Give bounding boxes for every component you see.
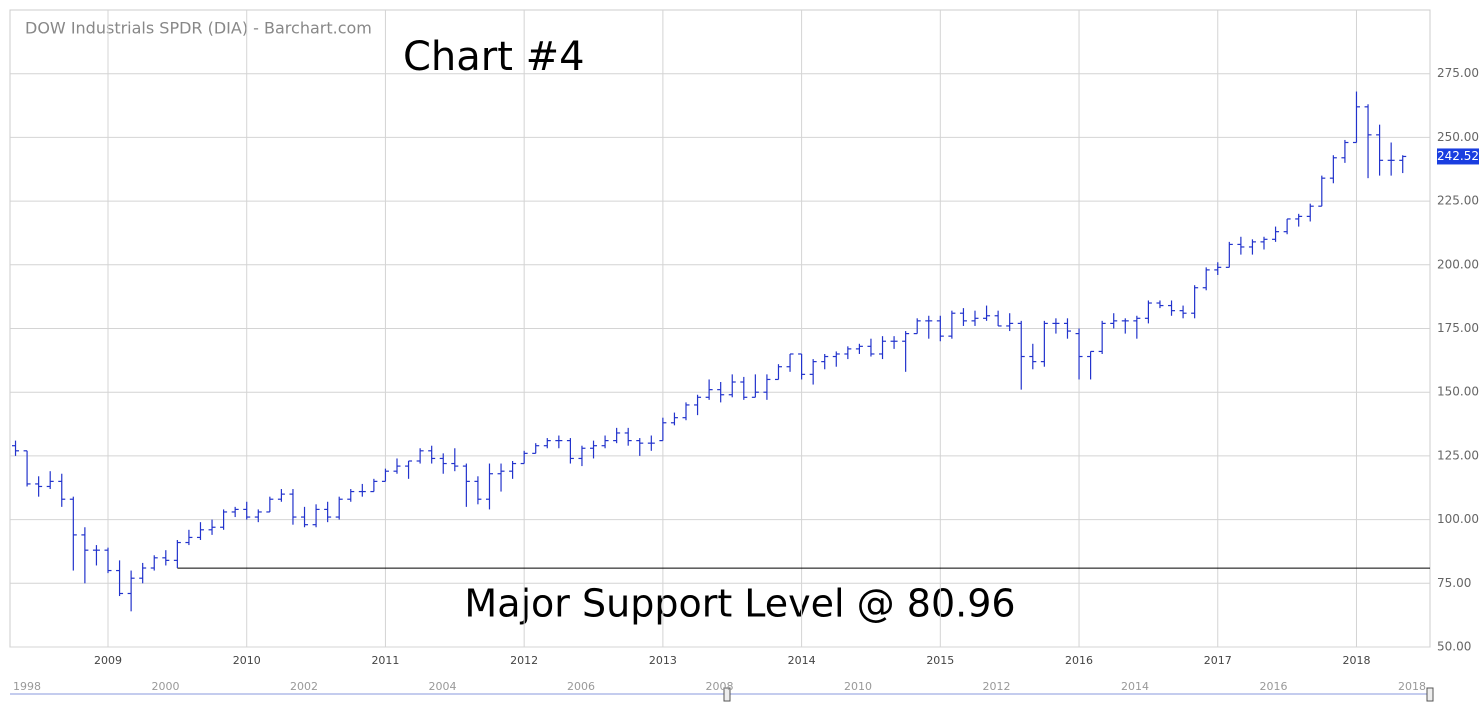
x-tick-label: 2016 (1065, 654, 1093, 667)
y-tick-label: 50.00 (1437, 640, 1471, 654)
navigator-label: 2016 (1260, 680, 1288, 693)
x-tick-label: 2009 (94, 654, 122, 667)
y-tick-label: 275.00 (1437, 66, 1479, 80)
navigator-handle[interactable] (1426, 687, 1434, 702)
y-tick-label: 150.00 (1437, 385, 1479, 399)
navigator-label: 2018 (1398, 680, 1426, 693)
y-tick-label: 250.00 (1437, 130, 1479, 144)
annotation: Chart #4 (403, 34, 585, 80)
last-price-label: 242.52 (1437, 149, 1479, 163)
navigator[interactable] (10, 679, 1430, 695)
x-tick-label: 2011 (371, 654, 399, 667)
navigator-label: 2010 (844, 680, 872, 693)
navigator-label: 2004 (429, 680, 457, 693)
y-tick-label: 100.00 (1437, 512, 1479, 526)
y-tick-label: 125.00 (1437, 448, 1479, 462)
y-tick-label: 200.00 (1437, 257, 1479, 271)
x-tick-label: 2013 (649, 654, 677, 667)
x-tick-label: 2015 (926, 654, 954, 667)
x-tick-label: 2014 (788, 654, 816, 667)
navigator-label: 2012 (983, 680, 1011, 693)
support-label: Major Support Level @ 80.96 (464, 582, 1015, 626)
y-tick-label: 175.00 (1437, 321, 1479, 335)
navigator-label: 2008 (706, 680, 734, 693)
x-tick-label: 2017 (1204, 654, 1232, 667)
navigator-label: 2002 (290, 680, 318, 693)
y-tick-label: 225.00 (1437, 194, 1479, 208)
x-tick-label: 2018 (1342, 654, 1370, 667)
navigator-label: 2000 (152, 680, 180, 693)
navigator-label: 2014 (1121, 680, 1149, 693)
x-tick-label: 2010 (233, 654, 261, 667)
x-tick-label: 2012 (510, 654, 538, 667)
navigator-label: 1998 (13, 680, 41, 693)
navigator-handle[interactable] (723, 687, 731, 702)
y-tick-label: 75.00 (1437, 576, 1471, 590)
last-price-tag (1437, 148, 1479, 165)
navigator-label: 2006 (567, 680, 595, 693)
chart-title: DOW Industrials SPDR (DIA) - Barchart.co… (25, 19, 372, 38)
